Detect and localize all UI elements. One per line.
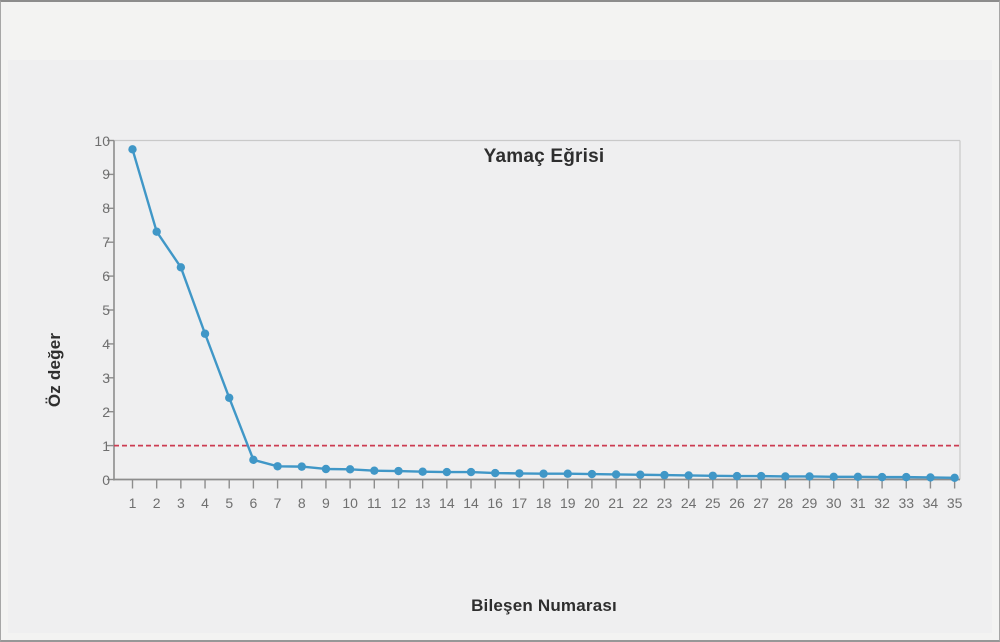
x-tick-label: 30	[825, 495, 842, 511]
x-tick-label: 17	[511, 495, 528, 511]
y-tick-label: 2	[102, 403, 110, 420]
x-tick-label: 26	[729, 495, 745, 511]
data-point-marker	[853, 472, 863, 481]
y-tick-label: 0	[102, 471, 110, 488]
data-point-marker	[781, 472, 790, 481]
data-point-marker	[587, 469, 597, 479]
y-tick-label: 7	[102, 234, 110, 251]
x-tick-label: 2	[152, 495, 161, 511]
x-tick-label: 27	[753, 495, 769, 511]
data-point-marker	[877, 472, 887, 482]
x-tick-label: 18	[535, 495, 552, 511]
x-tick-label: 23	[656, 495, 673, 511]
x-tick-label: 28	[777, 495, 794, 511]
data-point-marker	[466, 467, 476, 477]
x-tick-label: 8	[297, 495, 306, 511]
x-tick-label: 35	[946, 495, 963, 511]
data-point-marker	[491, 468, 500, 478]
data-point-marker	[152, 227, 161, 236]
x-tick-label: 25	[705, 495, 721, 511]
x-tick-label: 19	[559, 495, 576, 511]
data-point-marker	[200, 329, 210, 338]
data-point-marker	[611, 470, 621, 479]
y-tick-label: 8	[102, 200, 110, 217]
chart-panel: Yamaç Eğrisi Öz değer Bileşen Numarası 0…	[8, 60, 992, 633]
data-point-marker	[515, 469, 524, 478]
data-point-marker	[829, 472, 838, 481]
data-point-marker	[297, 462, 306, 471]
y-tick-label: 3	[102, 369, 110, 386]
data-point-marker	[442, 467, 452, 477]
data-point-marker	[926, 473, 935, 482]
x-tick-label: 16	[487, 495, 503, 511]
x-tick-label: 32	[874, 495, 890, 511]
data-point-marker	[539, 469, 548, 478]
data-point-marker	[249, 455, 258, 465]
x-tick-label: 10	[342, 495, 358, 511]
x-tick-label: 21	[608, 495, 624, 511]
x-tick-label: 6	[249, 495, 258, 511]
data-point-marker	[418, 467, 427, 476]
y-tick-label: 9	[102, 166, 110, 183]
x-tick-label: 11	[367, 495, 382, 511]
data-point-marker	[176, 263, 186, 272]
data-point-marker	[370, 466, 379, 475]
x-tick-label: 5	[225, 495, 234, 511]
data-point-marker	[321, 464, 331, 474]
x-tick-label: 33	[898, 495, 915, 511]
x-axis-title: Bileşen Numarası	[471, 596, 617, 615]
y-tick-label: 10	[94, 132, 110, 149]
data-point-marker	[563, 469, 572, 478]
data-point-marker	[660, 470, 669, 480]
x-tick-label: 31	[850, 495, 866, 511]
data-point-marker	[902, 472, 911, 482]
data-point-marker	[394, 466, 403, 476]
x-tick-label: 1	[128, 495, 137, 511]
data-point-marker	[756, 471, 766, 481]
x-tick-label: 4	[201, 495, 209, 511]
y-tick-label: 4	[102, 335, 110, 352]
data-point-marker	[128, 145, 137, 154]
data-point-marker	[345, 465, 355, 474]
x-tick-label: 22	[632, 495, 649, 511]
chart-title: Yamaç Eğrisi	[483, 146, 605, 167]
data-point-marker	[225, 393, 234, 403]
x-tick-label: 3	[176, 495, 185, 511]
series-line	[131, 148, 955, 480]
data-point-marker	[708, 471, 718, 480]
data-point-marker	[805, 472, 814, 481]
y-tick-label: 6	[102, 268, 110, 285]
data-point-marker	[950, 473, 959, 483]
x-tick-label: 14	[463, 495, 479, 511]
data-point-marker	[636, 470, 645, 479]
x-tick-label: 24	[680, 495, 697, 511]
x-tick-label: 12	[390, 495, 407, 511]
x-tick-label: 7	[273, 495, 282, 511]
scree-plot	[107, 139, 961, 489]
x-tick-label: 34	[922, 495, 939, 511]
data-point-marker	[732, 471, 742, 481]
x-tick-label: 20	[584, 495, 600, 511]
x-tick-label: 9	[322, 495, 330, 511]
data-point-marker	[273, 462, 282, 471]
x-tick-label: 29	[801, 495, 818, 511]
y-tick-label: 5	[102, 302, 110, 318]
y-tick-label: 1	[102, 437, 110, 454]
x-tick-label: 14	[439, 495, 455, 511]
x-tick-label: 13	[414, 495, 431, 511]
data-point-marker	[684, 471, 693, 480]
